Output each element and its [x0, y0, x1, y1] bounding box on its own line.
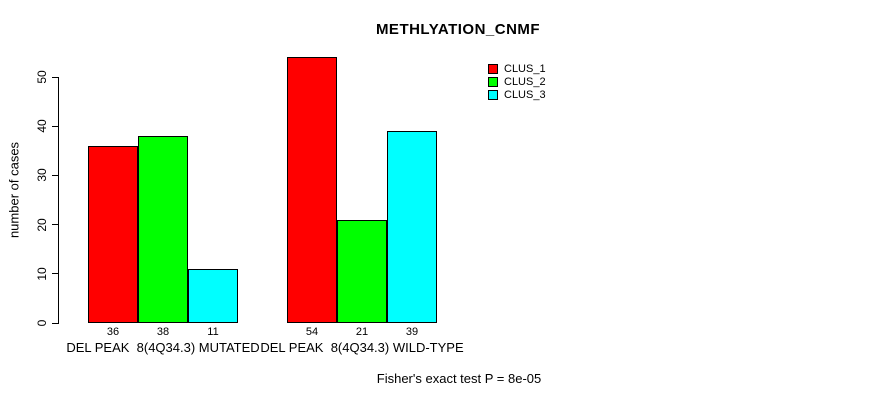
- chart-title: METHLYATION_CNMF: [375, 21, 541, 38]
- y-axis-tick: [52, 322, 58, 324]
- y-axis-tick-label: 10: [35, 267, 49, 281]
- legend-label: CLUS_1: [504, 62, 546, 75]
- legend-item-clus_2: CLUS_2: [488, 75, 546, 88]
- bar-value-label: 38: [156, 326, 170, 338]
- bar-clus_2-group1: [138, 136, 188, 323]
- legend: CLUS_1 CLUS_2 CLUS_3: [488, 62, 546, 101]
- bar-clus_1-group2: [287, 57, 337, 323]
- bar-value-label: 54: [305, 326, 319, 338]
- bar-clus_2-group2: [337, 219, 387, 323]
- y-axis-tick-label: 20: [35, 217, 49, 232]
- legend-swatch-clus_3: [488, 89, 498, 100]
- y-axis-label: number of cases: [6, 141, 22, 239]
- legend-swatch-clus_2: [488, 76, 498, 87]
- y-axis-line: [58, 77, 59, 324]
- y-axis-tick: [52, 273, 58, 275]
- y-axis-tick-label: 40: [35, 119, 49, 133]
- bar-value-label: 21: [355, 326, 369, 338]
- footnote-text: Fisher's exact test P = 8e-05: [376, 371, 542, 386]
- x-category-label: DEL PEAK 8(4Q34.3) MUTATED: [66, 340, 260, 355]
- y-axis-tick: [52, 76, 58, 78]
- bar-clus_3-group1: [188, 268, 238, 323]
- y-axis-tick: [52, 125, 58, 127]
- legend-item-clus_3: CLUS_3: [488, 88, 546, 101]
- legend-item-clus_1: CLUS_1: [488, 62, 546, 75]
- legend-label: CLUS_3: [504, 88, 546, 101]
- bar-value-label: 11: [207, 326, 219, 338]
- bar-clus_1-group1: [88, 145, 138, 323]
- x-category-label: DEL PEAK 8(4Q34.3) WILD-TYPE: [260, 340, 464, 355]
- y-axis-tick: [52, 174, 58, 176]
- bar-clus_3-group2: [387, 131, 437, 323]
- y-axis-tick-label: 50: [35, 70, 49, 84]
- legend-swatch-clus_1: [488, 63, 498, 74]
- y-axis-tick-label: 30: [35, 168, 49, 183]
- legend-label: CLUS_2: [504, 75, 546, 88]
- bar-value-label: 36: [106, 326, 120, 338]
- bar-value-label: 39: [405, 326, 419, 338]
- y-axis-tick-label: 0: [35, 319, 49, 327]
- y-axis-tick: [52, 224, 58, 226]
